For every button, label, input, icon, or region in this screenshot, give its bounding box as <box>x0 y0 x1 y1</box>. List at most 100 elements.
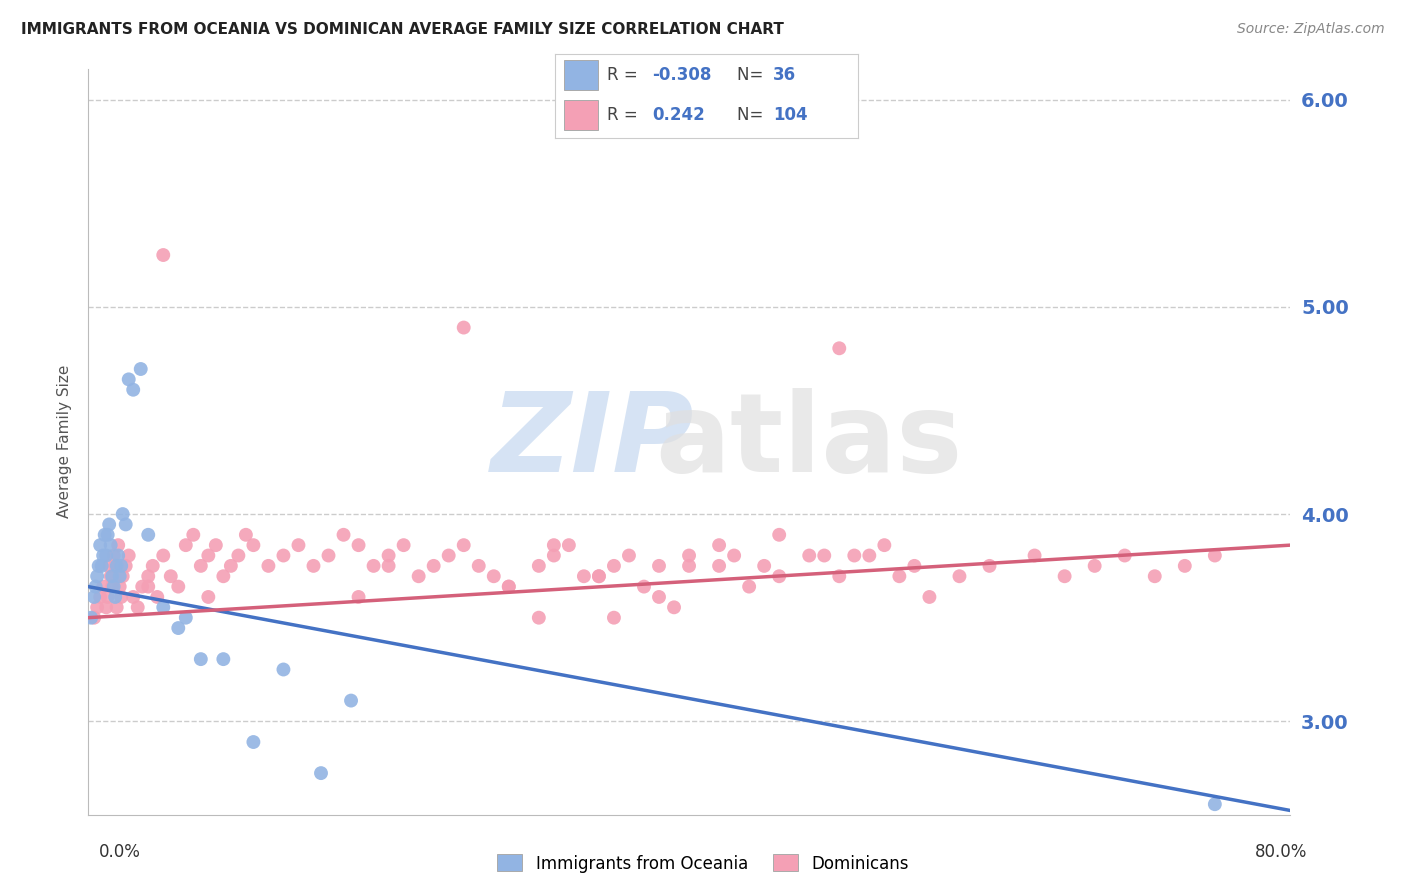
Point <box>235 528 257 542</box>
Point <box>287 538 309 552</box>
Point <box>205 538 228 552</box>
Point <box>648 590 671 604</box>
Point <box>100 569 122 583</box>
Point <box>768 528 790 542</box>
Point <box>111 569 134 583</box>
Text: 104: 104 <box>773 106 807 124</box>
Point <box>408 569 430 583</box>
Point <box>87 558 110 573</box>
Point <box>167 621 190 635</box>
Point <box>127 600 149 615</box>
Point <box>108 580 131 594</box>
Point <box>136 569 159 583</box>
Point <box>918 590 941 604</box>
Point <box>453 320 475 334</box>
Text: R =: R = <box>607 66 643 84</box>
Point <box>86 600 108 615</box>
Point <box>363 558 385 573</box>
Point <box>97 590 120 604</box>
Point <box>97 528 120 542</box>
Point <box>903 558 925 573</box>
Point <box>273 549 295 563</box>
Point <box>174 538 197 552</box>
Point <box>219 558 242 573</box>
Point <box>543 538 565 552</box>
Point <box>1174 558 1197 573</box>
Point <box>844 549 866 563</box>
Text: N=: N= <box>737 106 768 124</box>
Point <box>197 590 219 604</box>
Point <box>101 580 124 594</box>
Point <box>197 549 219 563</box>
Point <box>89 590 111 604</box>
Point <box>152 248 174 262</box>
Point <box>136 528 159 542</box>
Point <box>190 558 212 573</box>
Point <box>110 558 132 573</box>
Point <box>273 663 295 677</box>
Point <box>873 538 896 552</box>
Point <box>527 558 550 573</box>
Point <box>100 538 122 552</box>
Point <box>678 549 700 563</box>
Point <box>174 610 197 624</box>
Point <box>101 569 124 583</box>
Point <box>392 538 415 552</box>
Point <box>107 538 129 552</box>
Point <box>1053 569 1076 583</box>
Point <box>858 549 880 563</box>
Point <box>813 549 835 563</box>
Point <box>377 558 399 573</box>
Text: 80.0%: 80.0% <box>1256 843 1308 861</box>
Point <box>318 549 340 563</box>
Point <box>603 558 626 573</box>
Point <box>89 538 111 552</box>
Text: ZIP: ZIP <box>491 388 695 495</box>
Point <box>799 549 821 563</box>
Point <box>111 507 134 521</box>
Point <box>707 538 730 552</box>
Point <box>110 590 132 604</box>
Point <box>91 549 114 563</box>
Point <box>332 528 354 542</box>
Point <box>190 652 212 666</box>
Point <box>828 341 851 355</box>
Point <box>588 569 610 583</box>
Point <box>122 590 145 604</box>
Point <box>152 549 174 563</box>
Point <box>105 600 128 615</box>
Point <box>129 362 152 376</box>
Point <box>212 652 235 666</box>
Point <box>1114 549 1136 563</box>
Text: 0.0%: 0.0% <box>98 843 141 861</box>
Point <box>103 580 125 594</box>
Point <box>558 538 581 552</box>
Point <box>377 549 399 563</box>
Point <box>107 549 129 563</box>
Point <box>146 590 169 604</box>
Point <box>1143 569 1166 583</box>
Point <box>453 538 475 552</box>
Point <box>572 569 595 583</box>
Text: -0.308: -0.308 <box>652 66 711 84</box>
Point <box>527 610 550 624</box>
FancyBboxPatch shape <box>564 61 598 90</box>
Point <box>93 528 115 542</box>
Point <box>498 580 520 594</box>
Point <box>707 558 730 573</box>
Point <box>422 558 444 573</box>
Point <box>678 558 700 573</box>
Point <box>1024 549 1046 563</box>
Point <box>114 558 136 573</box>
Point <box>588 569 610 583</box>
Point <box>84 580 107 594</box>
Point <box>347 590 370 604</box>
Point <box>1204 549 1226 563</box>
Point <box>889 569 911 583</box>
Point <box>309 766 332 780</box>
Text: N=: N= <box>737 66 768 84</box>
Point <box>754 558 776 573</box>
Point <box>118 549 141 563</box>
Point <box>828 569 851 583</box>
Point <box>122 383 145 397</box>
